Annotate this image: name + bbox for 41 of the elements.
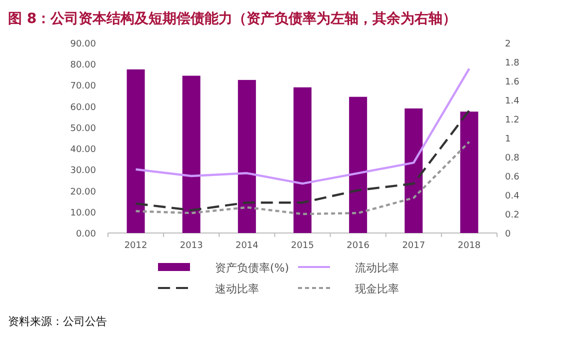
y-tick-label: 20.00	[70, 187, 96, 198]
y-tick-label: 0.00	[76, 230, 96, 240]
y2-tick-label: 0.4	[505, 192, 520, 202]
x-tick-label: 2015	[291, 241, 314, 251]
y-tick-label: 80.00	[70, 60, 96, 71]
y-tick-label: 40.00	[70, 145, 96, 156]
legend-label: 现金比率	[355, 282, 399, 296]
x-tick-label: 2016	[346, 241, 370, 251]
y-tick-label: 50.00	[70, 124, 96, 134]
y2-tick-label: 1.8	[505, 58, 520, 68]
y2-tick-label: 0.6	[505, 172, 520, 182]
y2-tick-label: 0.2	[505, 210, 520, 220]
x-tick-label: 2017	[402, 241, 426, 251]
y2-tick-label: 1.6	[505, 78, 520, 88]
bar	[126, 69, 145, 233]
y2-tick-label: 2	[505, 40, 511, 50]
legend-label: 资产负债率(%)	[215, 262, 290, 274]
text: 资料来源：公司公告	[8, 315, 107, 328]
y2-tick-label: 1.2	[505, 116, 520, 126]
x-tick-label: 2012	[124, 241, 148, 251]
bar	[460, 112, 478, 233]
bar	[404, 108, 423, 233]
legend-label: 流动比率	[355, 262, 399, 274]
x-tick-label: 2018	[458, 241, 481, 251]
y-tick-label: 30.00	[70, 166, 96, 176]
y2-tick-label: 1.4	[505, 96, 520, 106]
y-tick-label: 70.00	[70, 82, 96, 92]
y-tick-label: 60.00	[70, 102, 96, 113]
y-tick-label: 10.00	[70, 208, 96, 218]
x-tick-label: 2013	[180, 241, 203, 251]
bar	[238, 80, 256, 233]
y-tick-label: 90.00	[70, 40, 96, 50]
bar	[182, 76, 200, 233]
legend-label: 速动比率	[215, 282, 259, 296]
chart-title: 图 8：公司资本结构及短期偿债能力（资产负债率为左轴，其余为右轴）	[8, 10, 457, 27]
x-tick-label: 2014	[235, 241, 259, 251]
y2-tick-label: 0	[505, 230, 511, 240]
y2-tick-label: 1	[505, 134, 511, 144]
y2-tick-label: 0.8	[505, 154, 520, 164]
bar	[294, 87, 312, 233]
bar	[349, 96, 368, 233]
